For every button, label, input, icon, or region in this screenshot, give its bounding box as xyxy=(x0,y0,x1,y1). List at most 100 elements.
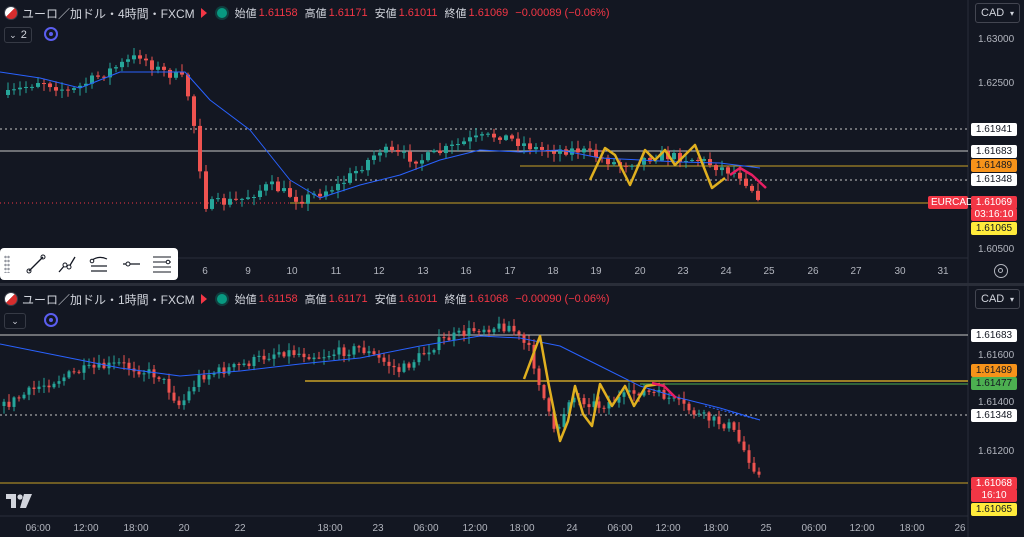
horizontal-ray-tool[interactable] xyxy=(115,251,147,277)
candle-body xyxy=(18,87,22,90)
candle-body xyxy=(647,390,651,392)
candle-body xyxy=(662,389,666,399)
pane-separator[interactable] xyxy=(0,283,1024,286)
candle-body xyxy=(324,191,328,197)
symbol-title-1h[interactable]: ユーロ／加ドル・1時間・FXCM xyxy=(22,292,195,307)
price-tick: 1.61600 xyxy=(978,350,1015,361)
symbol-tag: EURCAD xyxy=(928,196,973,209)
candle-body xyxy=(492,328,496,333)
time-axis-label: 12:00 xyxy=(849,523,875,534)
time-axis-label: 12 xyxy=(373,266,385,277)
candle-body xyxy=(504,135,508,140)
candle-body xyxy=(342,182,346,184)
candle-body xyxy=(272,354,276,359)
candle-body xyxy=(227,367,231,374)
drag-handle-icon[interactable] xyxy=(4,255,10,273)
candle-body xyxy=(722,424,726,429)
candle-body xyxy=(587,404,591,408)
last-price-tag: 1.61069 xyxy=(971,196,1017,209)
price-tag: 1.61489 xyxy=(971,159,1017,172)
candle-body xyxy=(108,68,112,78)
candle-body xyxy=(234,198,238,200)
indicator-status-icon[interactable] xyxy=(44,27,58,41)
candle-body xyxy=(756,190,760,200)
low-label: 安値 xyxy=(374,8,397,20)
candlestick-chart-1h[interactable] xyxy=(0,286,1024,537)
candle-body xyxy=(717,416,721,425)
time-axis-label: 06:00 xyxy=(801,523,827,534)
trend-line-tool[interactable] xyxy=(20,251,52,277)
close-label: 終値 xyxy=(444,8,467,20)
candle-body xyxy=(258,190,262,198)
candle-body xyxy=(486,133,490,135)
open-value: 1.61158 xyxy=(258,293,298,305)
candle-body xyxy=(276,181,280,192)
candle-body xyxy=(747,450,751,463)
candle-body xyxy=(532,344,536,369)
candle-body xyxy=(534,146,538,150)
candle-body xyxy=(497,323,501,329)
eurcad-flag-icon xyxy=(4,6,18,20)
candlestick-chart-4h[interactable] xyxy=(0,0,1024,284)
candle-body xyxy=(32,387,36,390)
candle-body xyxy=(366,159,370,171)
time-axis-label: 10 xyxy=(286,266,298,277)
candle-body xyxy=(732,422,736,430)
candle-body xyxy=(727,422,731,429)
zigzag-pattern-line xyxy=(522,334,661,443)
candle-body xyxy=(417,353,421,363)
projection-line xyxy=(729,166,767,189)
candle-body xyxy=(726,167,730,174)
candle-body xyxy=(352,346,356,355)
parallel-channel-tool[interactable] xyxy=(83,251,115,277)
price-tag: 1.61348 xyxy=(971,409,1017,422)
time-axis-label: 18:00 xyxy=(123,523,149,534)
candle-body xyxy=(287,350,291,357)
candle-body xyxy=(332,354,336,356)
symbol-title-4h[interactable]: ユーロ／加ドル・4時間・FXCM xyxy=(22,6,195,21)
candle-body xyxy=(632,390,636,394)
candle-body xyxy=(36,83,40,87)
candle-body xyxy=(212,373,216,375)
close-value: 1.61069 xyxy=(468,7,509,19)
candle-body xyxy=(427,352,431,355)
candle-body xyxy=(270,181,274,185)
tradingview-logo-icon[interactable] xyxy=(6,494,32,508)
candle-body xyxy=(606,157,610,165)
time-axis-label: 20 xyxy=(178,523,190,534)
open-label: 始値 xyxy=(234,294,257,306)
collapse-indicators-button[interactable]: ⌄ 2 xyxy=(4,27,32,43)
candle-body xyxy=(507,325,511,332)
candle-body xyxy=(157,377,161,379)
candle-body xyxy=(552,411,556,429)
candle-body xyxy=(84,83,88,86)
chart-pane-4h[interactable]: ユーロ／加ドル・4時間・FXCM 始値 1.61158 高値 1.61171 安… xyxy=(0,0,1024,284)
zigzag-pattern-line xyxy=(588,143,726,190)
candle-body xyxy=(516,138,520,146)
candle-body xyxy=(527,342,531,345)
currency-value: CAD xyxy=(981,293,1005,305)
candle-body xyxy=(372,155,376,160)
candle-body xyxy=(297,353,301,355)
time-axis-label: 9 xyxy=(245,266,251,277)
candle-body xyxy=(557,426,561,429)
candle-body xyxy=(156,66,160,70)
candle-body xyxy=(336,183,340,191)
candle-body xyxy=(547,398,551,412)
chart-pane-1h[interactable]: ユーロ／加ドル・1時間・FXCM 始値 1.61158 高値 1.61171 安… xyxy=(0,286,1024,537)
time-axis-label: 20 xyxy=(634,266,646,277)
ray-tool[interactable] xyxy=(52,251,84,277)
candle-body xyxy=(422,353,426,355)
currency-select-4h[interactable]: CAD ▾ xyxy=(975,3,1020,23)
candle-body xyxy=(47,385,51,388)
candle-body xyxy=(462,141,466,145)
indicator-status-icon[interactable] xyxy=(44,313,58,327)
price-tag: 1.61489 xyxy=(971,364,1017,377)
currency-select-1h[interactable]: CAD ▾ xyxy=(975,289,1020,309)
candle-body xyxy=(132,55,136,60)
fib-retracement-tool[interactable] xyxy=(146,251,178,277)
candle-body xyxy=(442,337,446,339)
candle-body xyxy=(182,400,186,406)
collapse-indicators-button[interactable]: ⌄ xyxy=(4,313,26,329)
gear-icon[interactable] xyxy=(994,264,1008,278)
